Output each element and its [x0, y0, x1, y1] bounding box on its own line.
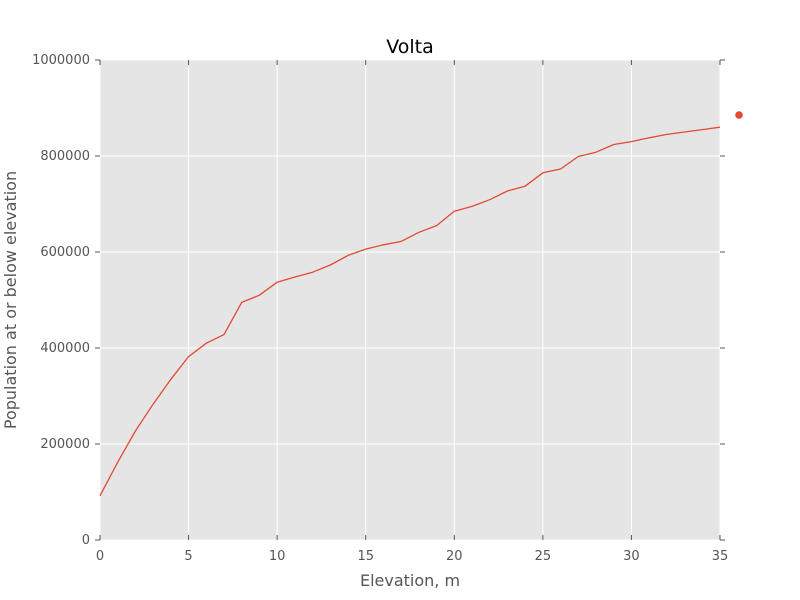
- y-tick-label: 200000: [40, 437, 90, 452]
- x-tick-labels: 0 5 10 15 20 25 30 35: [96, 549, 728, 564]
- x-tick-label: 25: [535, 549, 552, 564]
- x-tick-label: 30: [623, 549, 640, 564]
- population-line: [99, 126, 721, 497]
- marker-point: [735, 111, 743, 119]
- gridlines: [99, 59, 721, 541]
- y-tick-labels: 0 200000 400000 600000 800000 1000000: [32, 53, 90, 548]
- y-tick-label: 0: [82, 533, 90, 548]
- y-axis-label: Population at or below elevation: [1, 171, 20, 429]
- x-tick-label: 0: [96, 549, 104, 564]
- x-tick-label: 10: [269, 549, 286, 564]
- x-tick-label: 35: [712, 549, 729, 564]
- chart-title: Volta: [386, 36, 434, 58]
- x-tick-label: 5: [184, 549, 192, 564]
- series-group: [99, 111, 743, 497]
- y-tick-label: 1000000: [32, 53, 90, 68]
- x-axis-label: Elevation, m: [360, 571, 460, 590]
- tick-marks: [95, 59, 725, 541]
- y-tick-label: 800000: [40, 149, 90, 164]
- plot-area: [100, 60, 720, 540]
- x-tick-label: 20: [446, 549, 463, 564]
- y-tick-label: 400000: [40, 341, 90, 356]
- y-tick-label: 600000: [40, 245, 90, 260]
- x-tick-label: 15: [357, 549, 374, 564]
